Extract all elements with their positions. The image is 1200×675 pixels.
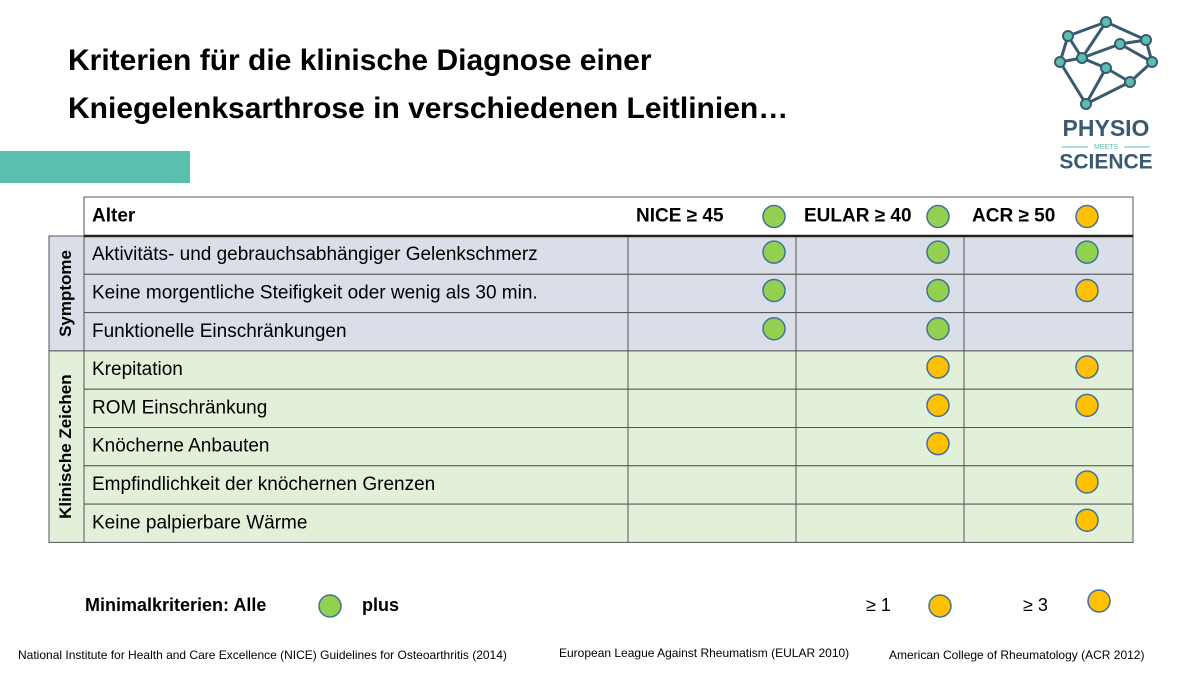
column-header: EULAR ≥ 40 [804,206,912,227]
criterion-cell [963,350,1134,390]
legend-item: ≥ 1 [866,595,891,615]
criterion-cell [963,312,1134,352]
legend-plus: plus [362,595,399,615]
title-line: Kriterien für die klinische Diagnose ein… [68,44,652,77]
row-cell [83,312,629,352]
header-row [83,196,1134,237]
criterion-dot [762,278,786,303]
criterion-dot [1075,240,1099,264]
criterion-dot [1087,589,1111,613]
legend-item: ≥ 3 [1023,595,1048,615]
criterion-dot [926,355,950,379]
legend-lead: Minimalkriterien: Alle [85,595,266,615]
criterion-cell [963,235,1134,275]
column-header: NICE ≥ 45 [636,206,724,227]
criterion-cell [795,503,965,543]
criterion-cell [963,465,1134,505]
reference: European League Against Rheumatism (EULA… [559,646,849,660]
group-cell [48,350,85,543]
logo-text: PHYSIO [1063,115,1150,141]
row-cell [83,427,629,467]
row-cell [83,350,629,390]
criterion-dot [762,240,786,264]
row-label: Keine morgentliche Steifigkeit oder weni… [92,282,538,303]
criterion-dot [926,240,950,264]
group-label: Symptome [56,250,75,337]
title-line: Kniegelenksarthrose in verschiedenen Lei… [68,92,788,125]
criterion-dot [1075,393,1099,418]
criterion-dot [926,204,950,229]
criterion-cell [963,273,1134,314]
criterion-dot [926,431,950,456]
criterion-dot [762,204,786,229]
row-label: ROM Einschränkung [92,397,267,418]
logo-network [1054,16,1158,110]
group-cell [48,235,85,352]
logo-text: MEETS [1094,144,1118,151]
criterion-dot [1075,355,1099,379]
criterion-dot [926,317,950,341]
criterion-cell [963,388,1134,429]
criterion-dot [926,393,950,418]
criterion-cell [627,388,797,429]
criterion-cell [627,503,797,543]
reference: American College of Rheumatology (ACR 20… [889,648,1144,662]
criterion-dot [926,278,950,303]
row-label: Krepitation [92,359,183,380]
criterion-dot [318,594,342,618]
row-label: Knöcherne Anbauten [92,436,270,457]
logo-text: SCIENCE [1059,151,1152,174]
header-label: Alter [92,206,136,227]
criterion-dot [1075,278,1099,303]
row-label: Keine palpierbare Wärme [92,512,307,533]
reference: National Institute for Health and Care E… [18,648,507,662]
criterion-cell [627,427,797,467]
criterion-cell [963,503,1134,543]
accent-bar [0,151,190,183]
criterion-dot [1075,470,1099,494]
row-cell [83,465,629,505]
row-cell [83,388,629,429]
criterion-dot [762,317,786,341]
row-label: Empfindlichkeit der knöchernen Grenzen [92,474,435,495]
row-label: Funktionelle Einschränkungen [92,321,347,342]
column-header: ACR ≥ 50 [972,206,1055,227]
criterion-dot [1075,204,1099,229]
criterion-cell [627,465,797,505]
group-label: Klinische Zeichen [56,374,75,519]
row-cell [83,503,629,543]
footer: Minimalkriterien: Alle plus ≥ 1 ≥ 3 National… [18,589,1144,662]
criterion-dot [1075,508,1099,532]
row-label: Aktivitäts- und gebrauchsabhängiger Gele… [92,244,538,265]
criterion-cell [963,427,1134,467]
criterion-cell [627,350,797,390]
row-cell [83,273,629,314]
criteria-table: Alter NICE ≥ 45 EULAR ≥ 40 ACR ≥ 50 Symptome… [48,196,1134,543]
criterion-dot [928,594,952,618]
criterion-cell [795,465,965,505]
